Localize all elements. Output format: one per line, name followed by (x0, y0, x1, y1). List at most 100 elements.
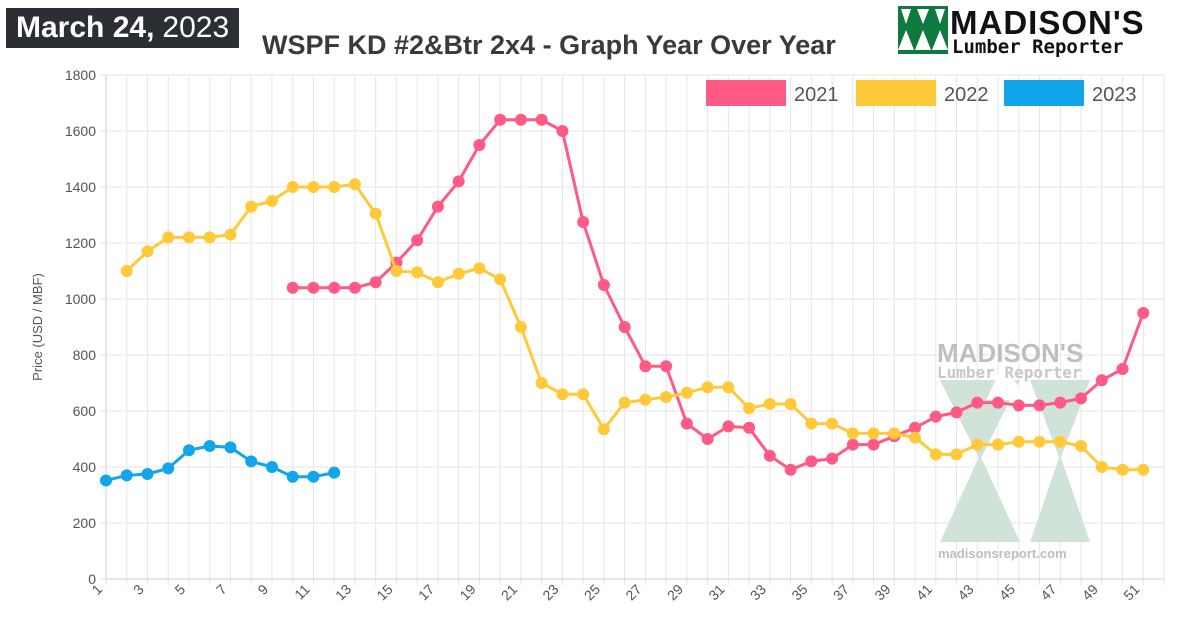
data-point-2021 (514, 113, 527, 126)
data-point-2021 (743, 421, 756, 434)
data-point-2022 (1075, 440, 1088, 452)
data-point-2022 (763, 398, 776, 410)
data-point-2021 (680, 417, 693, 430)
y-tick-label: 1600 (65, 123, 96, 139)
x-tick-label: 19 (456, 581, 478, 603)
data-point-2022 (411, 266, 424, 279)
x-tick-label: 23 (539, 581, 561, 603)
data-point-2022 (286, 181, 299, 193)
legend-item-2021: 2021 (706, 80, 839, 106)
legend-label-2022: 2022 (944, 84, 989, 106)
data-point-2022 (535, 377, 548, 389)
chart-title: WSPF KD #2&Btr 2x4 - Graph Year Over Yea… (262, 30, 836, 60)
legend-item-2023: 2023 (1004, 80, 1137, 106)
data-point-2022 (1095, 461, 1108, 473)
data-point-2023 (100, 474, 112, 487)
data-point-2022 (1033, 435, 1046, 448)
data-point-2022 (743, 402, 756, 415)
data-point-2021 (722, 420, 735, 433)
y-tick-label: 600 (73, 403, 97, 419)
data-point-2022 (618, 396, 631, 409)
legend-label-2023: 2023 (1092, 84, 1137, 106)
x-tick-label: 33 (747, 581, 769, 603)
data-point-2022 (556, 388, 569, 401)
data-point-2023 (224, 441, 237, 454)
data-point-2021 (535, 113, 548, 126)
y-tick-label: 1200 (65, 235, 96, 251)
data-point-2022 (514, 321, 527, 333)
series-2022 (120, 178, 1150, 476)
legend-item-2022: 2022 (856, 80, 989, 106)
data-point-2022 (992, 438, 1005, 451)
data-point-2021 (1054, 396, 1067, 409)
legend-swatch-2022 (856, 80, 936, 106)
series-line-2021 (292, 118, 1145, 472)
date-badge: March 24, 2023 (6, 8, 240, 48)
data-point-2021 (1095, 374, 1108, 387)
data-point-2022 (452, 267, 465, 280)
data-point-2022 (494, 273, 507, 286)
data-point-2021 (784, 463, 797, 476)
x-tick-label: 27 (622, 581, 644, 603)
logo-line1: MADISON'S (950, 4, 1145, 41)
x-tick-label: 47 (1037, 581, 1059, 603)
x-tick-label: 13 (332, 581, 354, 603)
series-line-2023 (105, 444, 335, 482)
data-point-2022 (390, 265, 403, 277)
watermark-line1: MADISON'S (937, 338, 1083, 368)
x-tick-label: 1 (88, 581, 105, 598)
x-tick-label: 31 (705, 581, 727, 603)
data-point-2021 (348, 281, 361, 294)
watermark-triangle (1030, 455, 1090, 542)
data-point-2022 (577, 388, 590, 401)
data-point-2022 (203, 231, 216, 244)
data-point-2022 (307, 181, 320, 193)
data-point-2021 (369, 276, 382, 289)
x-tick-label: 39 (871, 581, 893, 603)
legend-swatch-2021 (706, 80, 786, 106)
data-point-2021 (328, 281, 341, 294)
data-point-2023 (286, 470, 299, 483)
data-point-2021 (763, 449, 776, 462)
x-tick-label: 3 (130, 581, 147, 598)
data-point-2022 (1012, 435, 1025, 448)
x-tick-label: 17 (415, 581, 437, 603)
watermark-line2: Lumber Reporter (937, 363, 1082, 382)
y-tick-label: 400 (73, 459, 97, 475)
data-point-2021 (473, 139, 486, 151)
x-tick-label: 29 (664, 581, 686, 603)
data-point-2021 (452, 175, 465, 188)
data-point-2022 (722, 381, 735, 394)
data-point-2022 (182, 231, 195, 244)
x-tick-label: 43 (954, 581, 976, 603)
data-point-2022 (162, 231, 175, 244)
data-point-2022 (120, 265, 133, 277)
data-point-2021 (826, 452, 839, 465)
data-point-2021 (950, 406, 963, 419)
data-point-2022 (1054, 435, 1067, 448)
x-tick-label: 35 (788, 581, 810, 603)
y-tick-label: 1800 (65, 67, 96, 83)
data-point-2021 (846, 438, 859, 451)
data-point-2022 (909, 431, 922, 444)
data-point-2021 (909, 421, 922, 434)
watermark-gap (986, 360, 1024, 400)
x-tick-label: 37 (830, 581, 852, 603)
data-point-2023 (328, 466, 341, 479)
x-tick-label: 9 (254, 581, 271, 598)
madisons-logo: MADISON'S Lumber Reporter (898, 4, 1194, 58)
data-point-2023 (203, 440, 216, 452)
data-point-2021 (701, 433, 714, 445)
logo-line2: Lumber Reporter (952, 36, 1124, 58)
data-point-2021 (1033, 399, 1046, 412)
data-point-2023 (245, 455, 258, 468)
data-point-2022 (224, 228, 237, 241)
data-point-2022 (245, 200, 258, 213)
data-point-2023 (141, 468, 154, 480)
data-point-2021 (639, 360, 652, 373)
legend-label-2021: 2021 (794, 84, 839, 106)
watermark-triangle (940, 455, 1020, 542)
data-point-2022 (265, 195, 278, 207)
data-point-2023 (162, 462, 175, 475)
